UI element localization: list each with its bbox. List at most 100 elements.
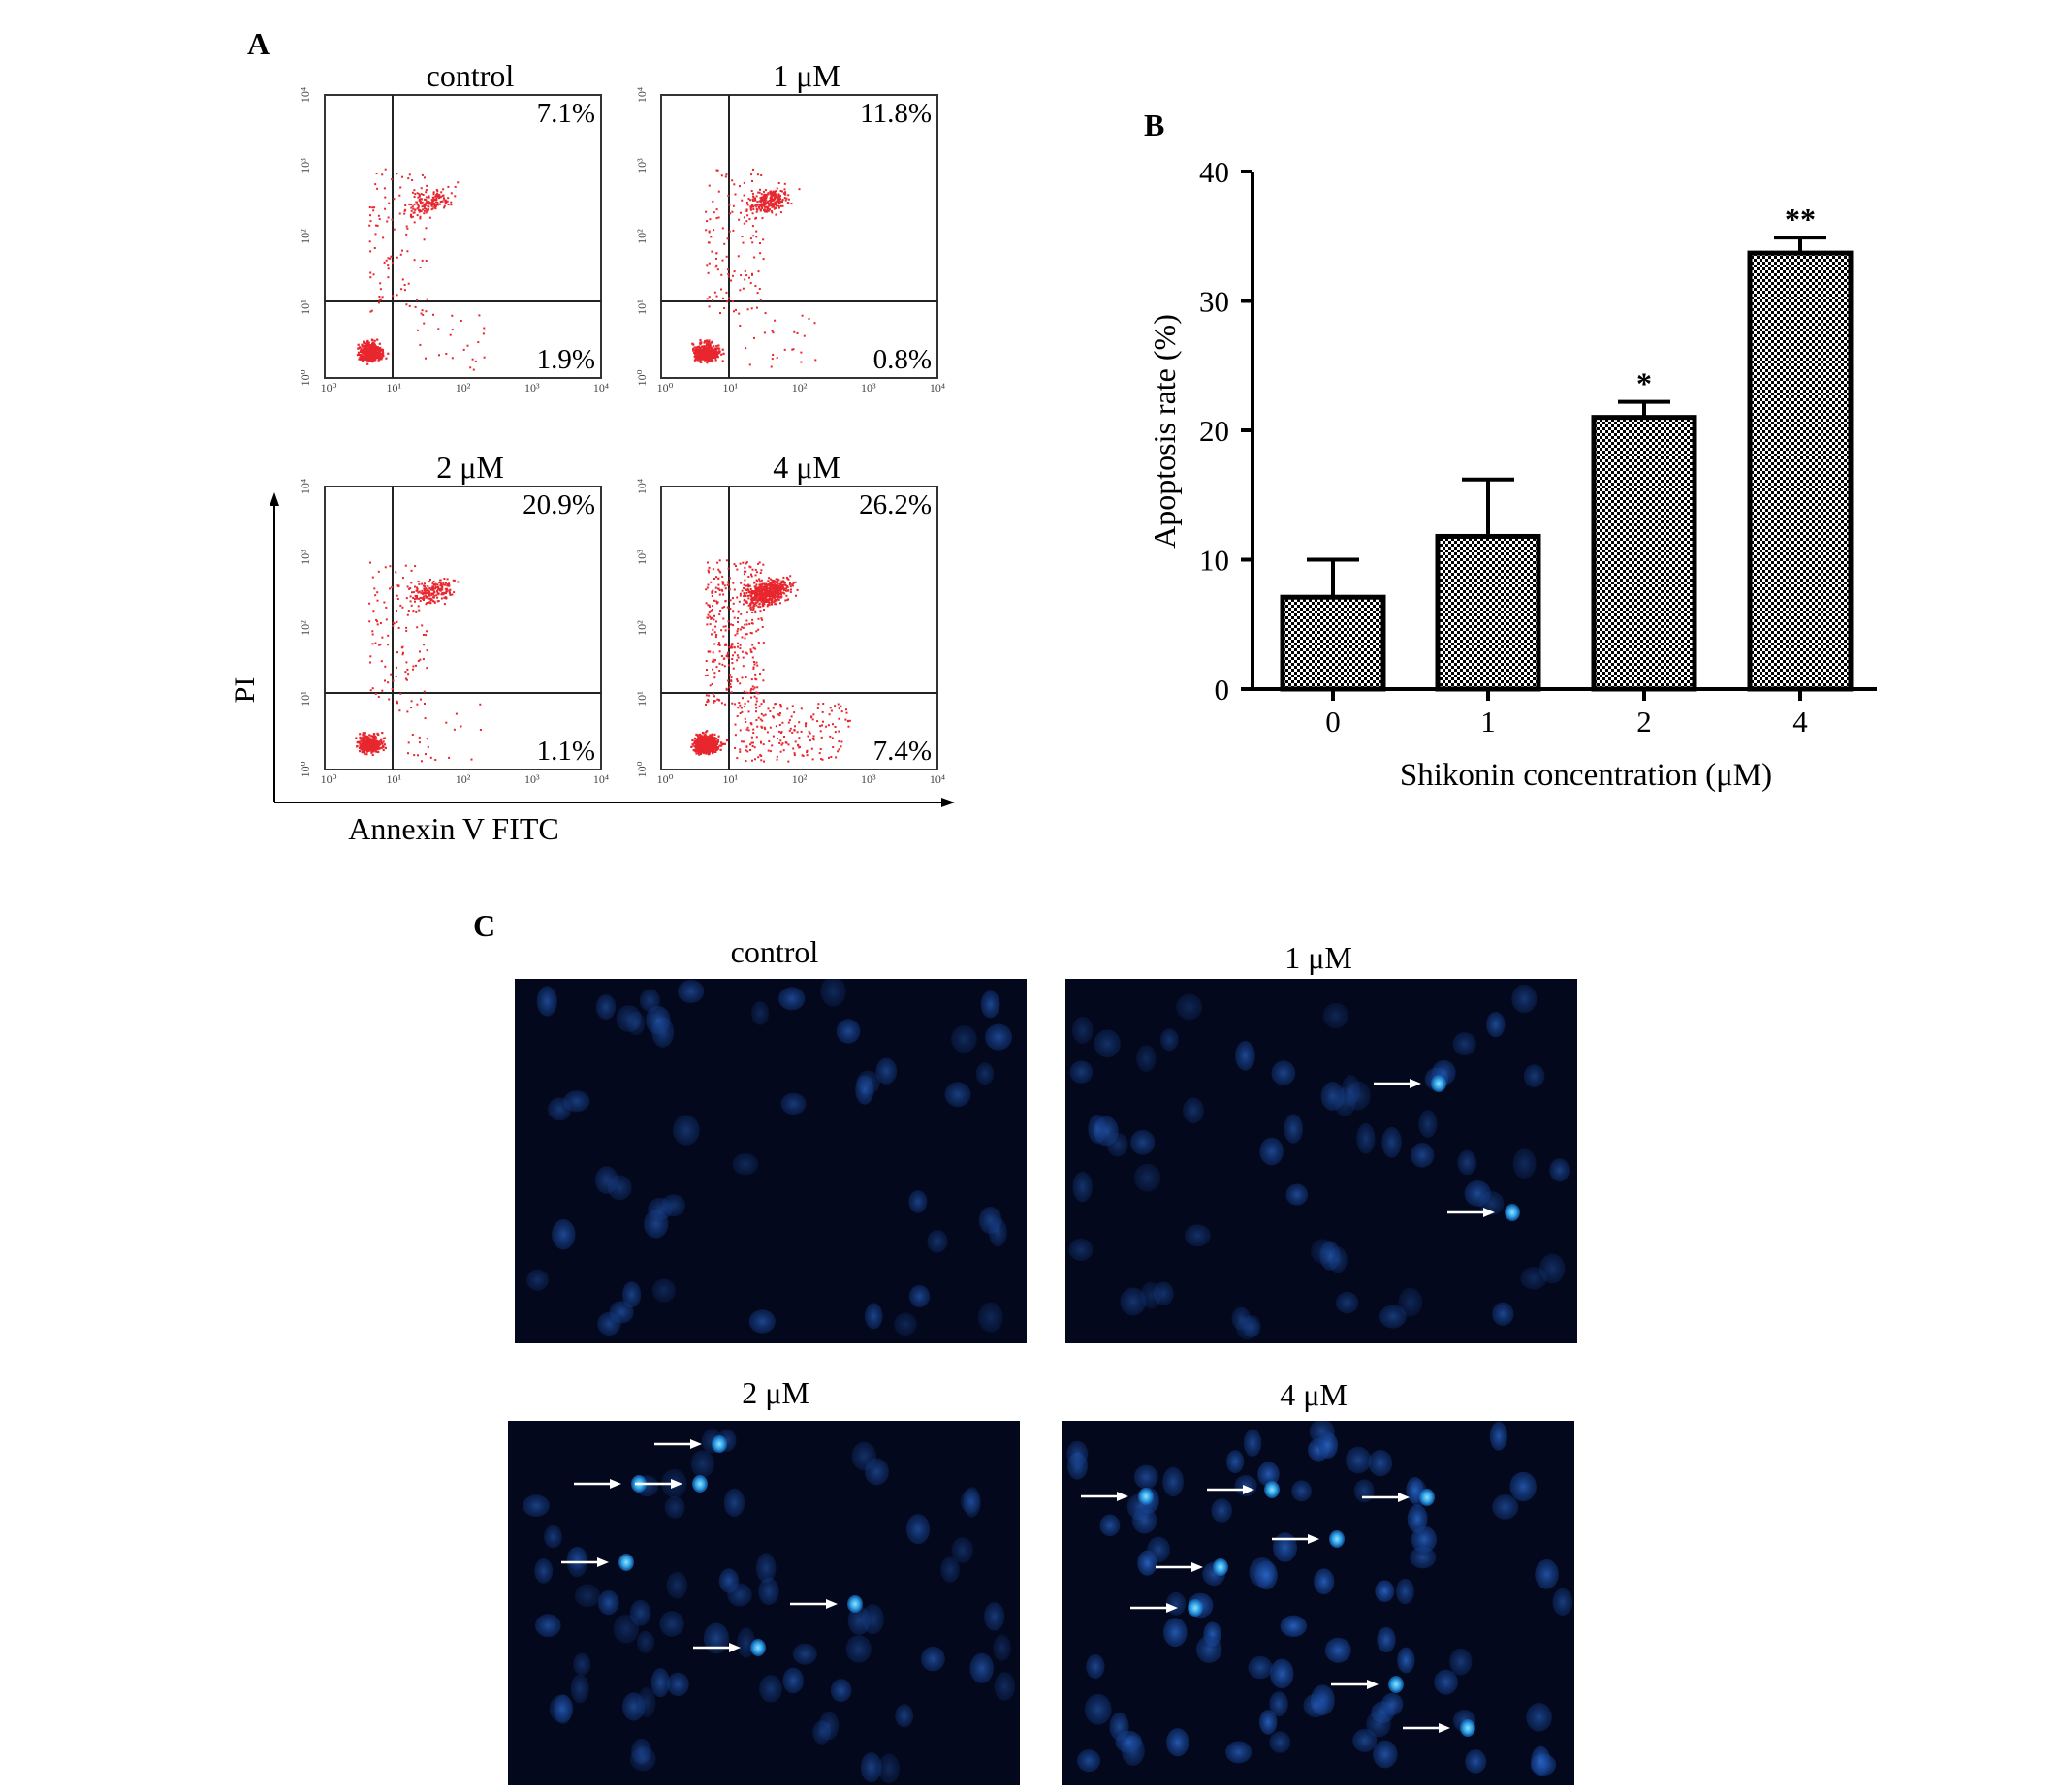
nucleus bbox=[951, 1025, 977, 1053]
arrow-icon bbox=[1439, 1723, 1450, 1733]
micrograph-title: control bbox=[731, 934, 819, 969]
scatter-dots bbox=[356, 168, 486, 371]
apoptotic-nucleus bbox=[692, 1475, 708, 1493]
y-tick-label: 10¹ bbox=[299, 691, 312, 707]
y-tick-label: 10¹ bbox=[635, 691, 649, 707]
x-tick-label: 10⁴ bbox=[593, 381, 609, 394]
apoptotic-nucleus bbox=[1431, 1075, 1446, 1092]
flow-plot-title: 2 μM bbox=[436, 450, 504, 485]
nucleus bbox=[969, 1652, 994, 1683]
nucleus bbox=[1259, 1710, 1278, 1735]
y-tick-label: 0 bbox=[1215, 673, 1230, 707]
nucleus bbox=[864, 1458, 889, 1486]
micrograph-title: 4 μM bbox=[1280, 1377, 1348, 1412]
scatter-dots bbox=[690, 559, 851, 763]
nucleus bbox=[1285, 1183, 1309, 1206]
flow-plot-2: 2 μM 20.9% 1.1% 10⁰ 10⁰ 10¹ 10¹ 10² 10² 10³ 10³ 10⁴… bbox=[299, 450, 609, 786]
nucleus bbox=[1407, 1504, 1428, 1533]
nucleus bbox=[1280, 1615, 1308, 1638]
x-tick-label: 10³ bbox=[524, 772, 540, 786]
upper-right-percent: 26.2% bbox=[859, 489, 932, 520]
nucleus bbox=[1452, 1032, 1476, 1056]
nucleus bbox=[1225, 1741, 1252, 1764]
nucleus bbox=[755, 1553, 777, 1584]
nucleus bbox=[1269, 1731, 1291, 1753]
nucleus bbox=[1366, 1711, 1391, 1738]
nucleus bbox=[1231, 1306, 1252, 1331]
annexin-axis-label: Annexin V FITC bbox=[348, 811, 559, 846]
plot-frame bbox=[660, 486, 938, 770]
nucleus bbox=[1159, 1028, 1179, 1052]
nucleus bbox=[927, 1230, 948, 1253]
nucleus bbox=[1465, 1749, 1487, 1774]
nucleus bbox=[1271, 1060, 1296, 1085]
flow-plot-0: control 7.1% 1.9% 10⁰ 10⁰ 10¹ 10¹ 10² 10² 10³ 10³ 1… bbox=[299, 58, 609, 394]
nucleus bbox=[650, 1668, 670, 1698]
label-bg bbox=[860, 347, 934, 374]
nucleus bbox=[1418, 1110, 1438, 1138]
nucleus bbox=[940, 1556, 960, 1583]
nucleus bbox=[526, 1269, 549, 1291]
flow-plot-1: 1 μM 11.8% 0.8% 10⁰ 10⁰ 10¹ 10¹ 10² 10² 10³ 10³ 10⁴… bbox=[635, 58, 945, 394]
apoptosis-bar-chart: Apoptosis rate (%) Shikonin concentratio… bbox=[1147, 155, 1877, 793]
x-tick-label: 10⁴ bbox=[930, 772, 945, 786]
nucleus bbox=[1066, 1440, 1089, 1467]
upper-right-percent: 11.8% bbox=[860, 98, 932, 129]
micrograph-3: 4 μM bbox=[1062, 1377, 1574, 1785]
apoptotic-nucleus bbox=[1505, 1204, 1520, 1221]
upper-right-percent: 7.1% bbox=[537, 98, 595, 129]
nucleus bbox=[574, 1584, 601, 1608]
y-tick-label: 10⁴ bbox=[299, 479, 312, 494]
nucleus bbox=[1317, 1431, 1339, 1459]
y-tick-label: 10⁰ bbox=[635, 369, 649, 386]
nucleus bbox=[1069, 1060, 1094, 1084]
nucleus bbox=[1140, 1281, 1161, 1309]
x-tick-label: 10¹ bbox=[722, 381, 738, 394]
nucleus bbox=[639, 989, 660, 1012]
nucleus bbox=[1381, 1126, 1402, 1158]
nucleus bbox=[552, 1219, 576, 1250]
arrow-icon bbox=[597, 1557, 609, 1567]
nucleus bbox=[597, 1311, 621, 1336]
nucleus bbox=[536, 986, 557, 1017]
arrow-icon bbox=[1166, 1603, 1178, 1613]
x-tick-label: 10¹ bbox=[386, 772, 401, 786]
y-tick-label: 10³ bbox=[299, 158, 312, 173]
apoptotic-nucleus bbox=[1419, 1489, 1435, 1506]
nucleus bbox=[1398, 1287, 1423, 1317]
nuclei bbox=[1068, 984, 1570, 1340]
nucleus bbox=[847, 1606, 871, 1635]
nucleus bbox=[860, 1752, 882, 1782]
nucleus bbox=[621, 1281, 642, 1308]
arrow-icon bbox=[1308, 1534, 1319, 1544]
nucleus bbox=[1531, 1745, 1551, 1776]
nucleus bbox=[1375, 1580, 1395, 1602]
arrow-icon bbox=[671, 1479, 682, 1489]
nucleus bbox=[855, 1075, 874, 1105]
y-tick-label: 10⁴ bbox=[299, 87, 312, 103]
nucleus bbox=[1133, 1464, 1158, 1490]
nucleus bbox=[535, 1614, 561, 1638]
nucleus bbox=[1094, 1029, 1121, 1058]
pi-axis-arrowhead bbox=[270, 492, 279, 506]
nucleus bbox=[1322, 1002, 1349, 1029]
nucleus bbox=[1131, 1507, 1157, 1534]
y-tick-label: 10¹ bbox=[635, 299, 649, 315]
nucleus bbox=[677, 980, 705, 1003]
bar-1 bbox=[1435, 533, 1541, 692]
nucleus bbox=[818, 1711, 840, 1741]
nucleus bbox=[651, 1278, 677, 1303]
y-tick-label: 30 bbox=[1199, 285, 1229, 319]
micrograph-background bbox=[515, 979, 1027, 1343]
nucleus bbox=[1368, 1449, 1393, 1477]
nucleus bbox=[1549, 1158, 1570, 1182]
nucleus bbox=[549, 1694, 574, 1723]
apoptotic-nucleus bbox=[712, 1435, 727, 1453]
lower-right-percent: 1.9% bbox=[537, 344, 595, 375]
plot-frame bbox=[324, 486, 602, 770]
x-tick-label: 10⁰ bbox=[321, 772, 337, 786]
nucleus bbox=[723, 1488, 745, 1517]
nucleus bbox=[664, 1495, 685, 1519]
apoptotic-nucleus bbox=[1388, 1676, 1404, 1693]
label-bg bbox=[852, 99, 934, 128]
